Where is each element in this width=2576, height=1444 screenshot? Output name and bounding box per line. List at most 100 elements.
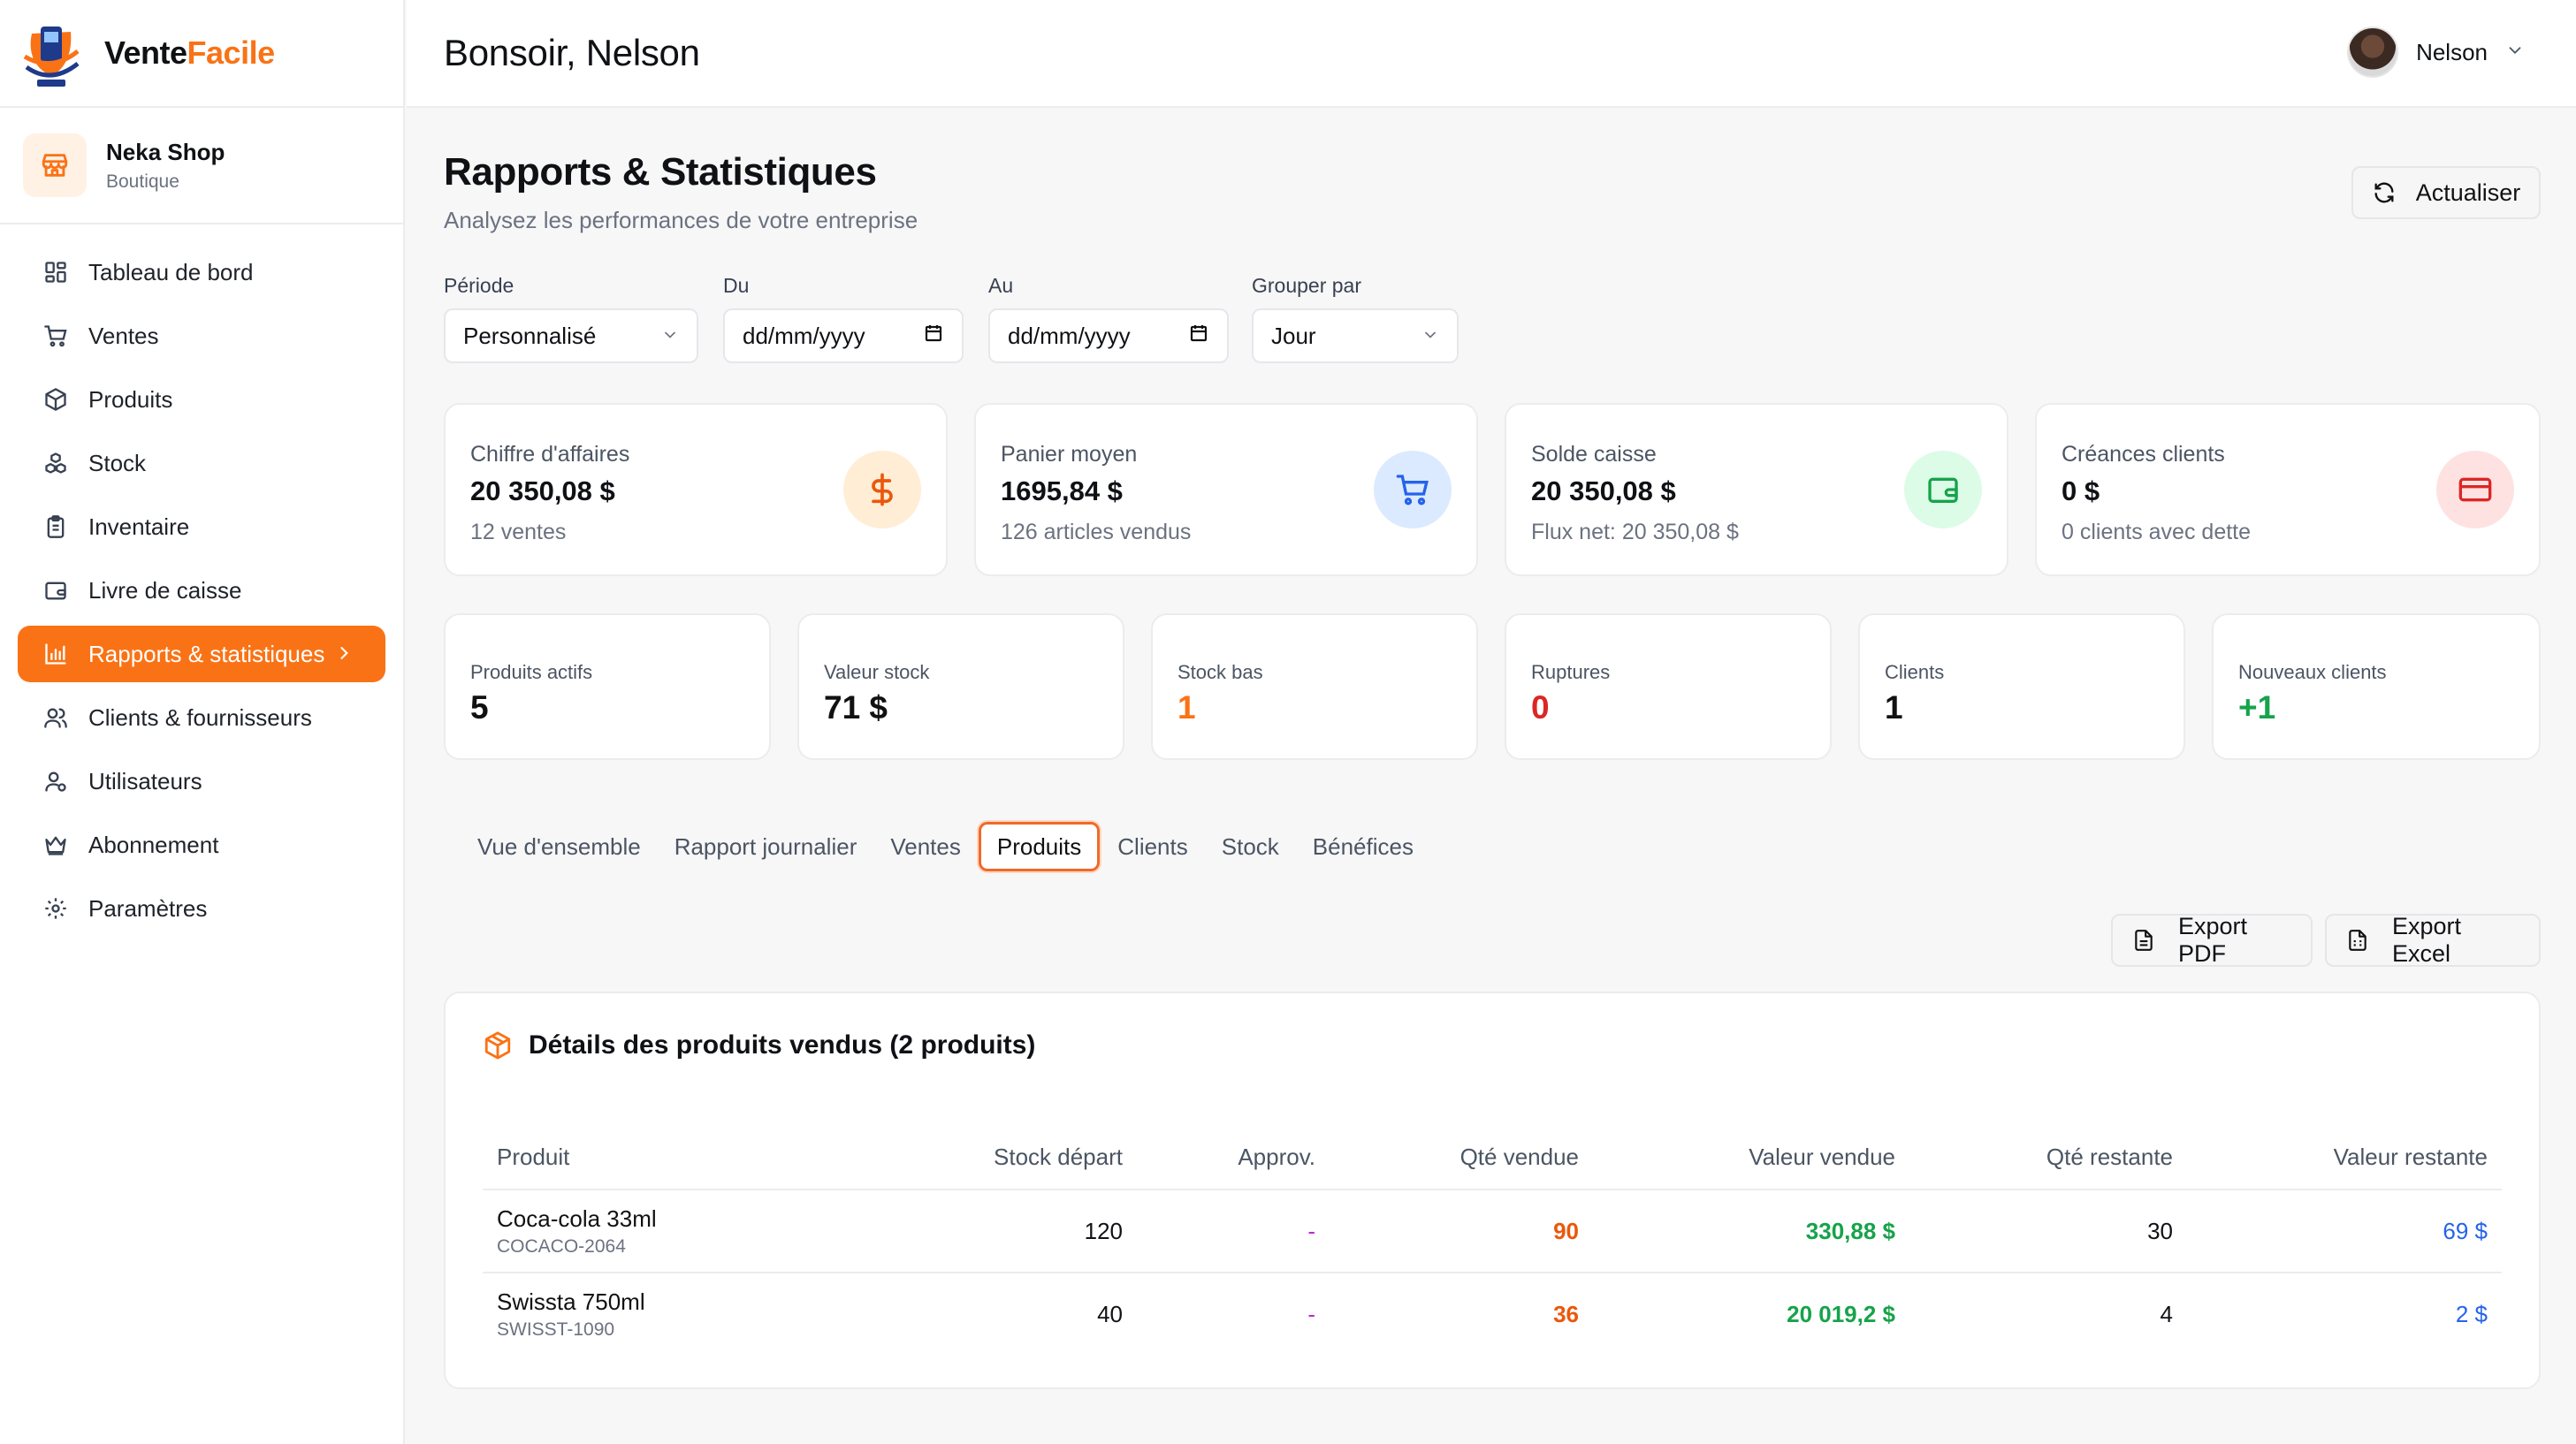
sidebar-item-inventaire[interactable]: Inventaire bbox=[18, 498, 385, 555]
value-left-cell: 2 $ bbox=[2455, 1301, 2488, 1327]
tab-profits[interactable]: Bénéfices bbox=[1312, 832, 1414, 860]
refresh-label: Actualiser bbox=[2415, 179, 2521, 206]
period-filter: Période Personnalisé bbox=[444, 274, 698, 363]
sidebar-item-label: Stock bbox=[88, 449, 147, 476]
to-date-input[interactable]: dd/mm/yyyy bbox=[988, 308, 1229, 363]
chevron-right-icon bbox=[335, 641, 353, 668]
col-value-left[interactable]: Valeur restante bbox=[2187, 1126, 2502, 1190]
kpi-card-receivables: Créances clients 0 $ 0 clients avec dett… bbox=[2035, 403, 2541, 576]
tab-products[interactable]: Produits bbox=[978, 822, 1101, 871]
col-value-sold[interactable]: Valeur vendue bbox=[1593, 1126, 1909, 1190]
stat-label: Produits actifs bbox=[470, 661, 593, 683]
table-row[interactable]: Coca-cola 33ml COCACO-2064 120 - 90 330,… bbox=[483, 1189, 2502, 1273]
stat-label: Ruptures bbox=[1531, 661, 1611, 683]
sidebar-item-abonnement[interactable]: Abonnement bbox=[18, 817, 385, 873]
panel-title-text: Détails des produits vendus (2 produits) bbox=[529, 1030, 1036, 1060]
panel-title: Détails des produits vendus (2 produits) bbox=[483, 1030, 1035, 1060]
brand-name: VenteFacile bbox=[104, 34, 275, 71]
bar-chart-icon bbox=[41, 639, 71, 669]
col-product[interactable]: Produit bbox=[483, 1126, 889, 1190]
sidebar-item-dashboard[interactable]: Tableau de bord bbox=[18, 244, 385, 300]
stat-label: Stock bas bbox=[1177, 661, 1263, 683]
col-stock-start[interactable]: Stock départ bbox=[889, 1126, 1137, 1190]
export-excel-button[interactable]: Export Excel bbox=[2325, 913, 2541, 967]
sidebar-item-label: Utilisateurs bbox=[88, 767, 202, 794]
tab-daily-report[interactable]: Rapport journalier bbox=[674, 832, 857, 860]
export-pdf-label: Export PDF bbox=[2178, 913, 2248, 967]
shop-selector[interactable]: Neka Shop Boutique bbox=[0, 108, 403, 224]
group-value: Jour bbox=[1271, 322, 1316, 349]
kpi-label: Solde caisse bbox=[1531, 442, 1657, 467]
product-sku: SWISST-1090 bbox=[497, 1319, 615, 1340]
value-left-cell: 69 $ bbox=[2187, 1189, 2502, 1273]
value-sold-cell: 20 019,2 $ bbox=[1787, 1301, 1895, 1327]
period-value: Personnalisé bbox=[463, 322, 597, 349]
chevron-down-icon bbox=[1421, 323, 1439, 350]
to-label: Au bbox=[988, 274, 1014, 297]
page-subtitle: Analysez les performances de votre entre… bbox=[444, 207, 918, 233]
box-icon bbox=[41, 384, 71, 414]
spreadsheet-icon bbox=[2346, 929, 2369, 952]
sidebar-item-label: Tableau de bord bbox=[88, 258, 254, 285]
qty-left-cell: 4 bbox=[2160, 1301, 2173, 1327]
shop-name: Neka Shop bbox=[106, 138, 225, 165]
tab-clients[interactable]: Clients bbox=[1117, 832, 1188, 860]
table-header-row: Produit Stock départ Approv. Qté vendue … bbox=[483, 1126, 2502, 1190]
stat-label: Clients bbox=[1885, 661, 1945, 683]
qty-sold-cell: 36 bbox=[1553, 1301, 1579, 1327]
stat-value: 0 bbox=[1531, 689, 1550, 726]
tab-overview[interactable]: Vue d'ensemble bbox=[477, 832, 641, 860]
kpi-value: 20 350,08 $ bbox=[470, 475, 615, 506]
package-icon bbox=[483, 1030, 513, 1060]
kpi-label: Panier moyen bbox=[1001, 442, 1138, 467]
col-qty-left[interactable]: Qté restante bbox=[1909, 1126, 2187, 1190]
sidebar-item-parametres[interactable]: Paramètres bbox=[18, 880, 385, 937]
stat-card-active-products: Produits actifs 5 bbox=[444, 613, 771, 760]
sidebar-item-utilisateurs[interactable]: Utilisateurs bbox=[18, 753, 385, 809]
calendar-icon[interactable] bbox=[1188, 323, 1209, 350]
kpi-value: 0 $ bbox=[2062, 475, 2100, 506]
sidebar-item-livre-de-caisse[interactable]: Livre de caisse bbox=[18, 562, 385, 619]
stat-value: 71 $ bbox=[824, 689, 888, 726]
from-date-value: dd/mm/yyyy bbox=[743, 322, 865, 349]
sidebar-item-ventes[interactable]: Ventes bbox=[18, 308, 385, 364]
brand-logo bbox=[19, 14, 83, 92]
sidebar-item-clients-fournisseurs[interactable]: Clients & fournisseurs bbox=[18, 689, 385, 746]
brand[interactable]: VenteFacile bbox=[0, 0, 403, 108]
col-approv[interactable]: Approv. bbox=[1137, 1126, 1330, 1190]
col-qty-sold[interactable]: Qté vendue bbox=[1330, 1126, 1593, 1190]
sidebar-item-label: Abonnement bbox=[88, 831, 219, 858]
calendar-icon[interactable] bbox=[923, 323, 944, 350]
sidebar-item-label: Produits bbox=[88, 385, 173, 413]
sidebar-item-produits[interactable]: Produits bbox=[18, 371, 385, 428]
refresh-button[interactable]: Actualiser bbox=[2351, 166, 2541, 219]
kpi-card-avg-basket: Panier moyen 1695,84 $ 126 articles vend… bbox=[974, 403, 1478, 576]
stat-label: Valeur stock bbox=[824, 661, 930, 683]
to-date-value: dd/mm/yyyy bbox=[1008, 322, 1131, 349]
from-date-input[interactable]: dd/mm/yyyy bbox=[723, 308, 964, 363]
sidebar-item-rapports[interactable]: Rapports & statistiques bbox=[18, 626, 385, 682]
tab-sales[interactable]: Ventes bbox=[890, 832, 961, 860]
stat-card-stock-value: Valeur stock 71 $ bbox=[797, 613, 1124, 760]
stock-start-cell: 40 bbox=[1097, 1301, 1123, 1327]
chevron-down-icon bbox=[2505, 41, 2525, 65]
sidebar-item-label: Rapports & statistiques bbox=[88, 640, 325, 667]
product-sku: COCACO-2064 bbox=[497, 1235, 626, 1257]
stat-card-low-stock: Stock bas 1 bbox=[1151, 613, 1478, 760]
sidebar: VenteFacile Neka Shop Boutique Tableau d… bbox=[0, 0, 405, 1444]
user-name: Nelson bbox=[2416, 38, 2488, 65]
group-select[interactable]: Jour bbox=[1252, 308, 1459, 363]
approv-cell: - bbox=[1307, 1301, 1315, 1327]
boxes-icon bbox=[41, 448, 71, 478]
table-row[interactable]: Swissta 750ml SWISST-1090 40 - 36 20 019… bbox=[483, 1273, 2502, 1356]
tab-stock[interactable]: Stock bbox=[1221, 832, 1279, 860]
kpi-sub: Flux net: 20 350,08 $ bbox=[1531, 520, 1739, 544]
period-select[interactable]: Personnalisé bbox=[444, 308, 698, 363]
user-menu[interactable]: Nelson bbox=[2347, 27, 2525, 78]
wallet-icon bbox=[41, 575, 71, 605]
export-pdf-button[interactable]: Export PDF bbox=[2111, 913, 2313, 967]
sidebar-item-stock[interactable]: Stock bbox=[18, 435, 385, 491]
sidebar-item-label: Livre de caisse bbox=[88, 576, 242, 604]
greeting: Bonsoir, Nelson bbox=[444, 32, 700, 73]
page-title: Rapports & Statistiques bbox=[444, 150, 877, 194]
